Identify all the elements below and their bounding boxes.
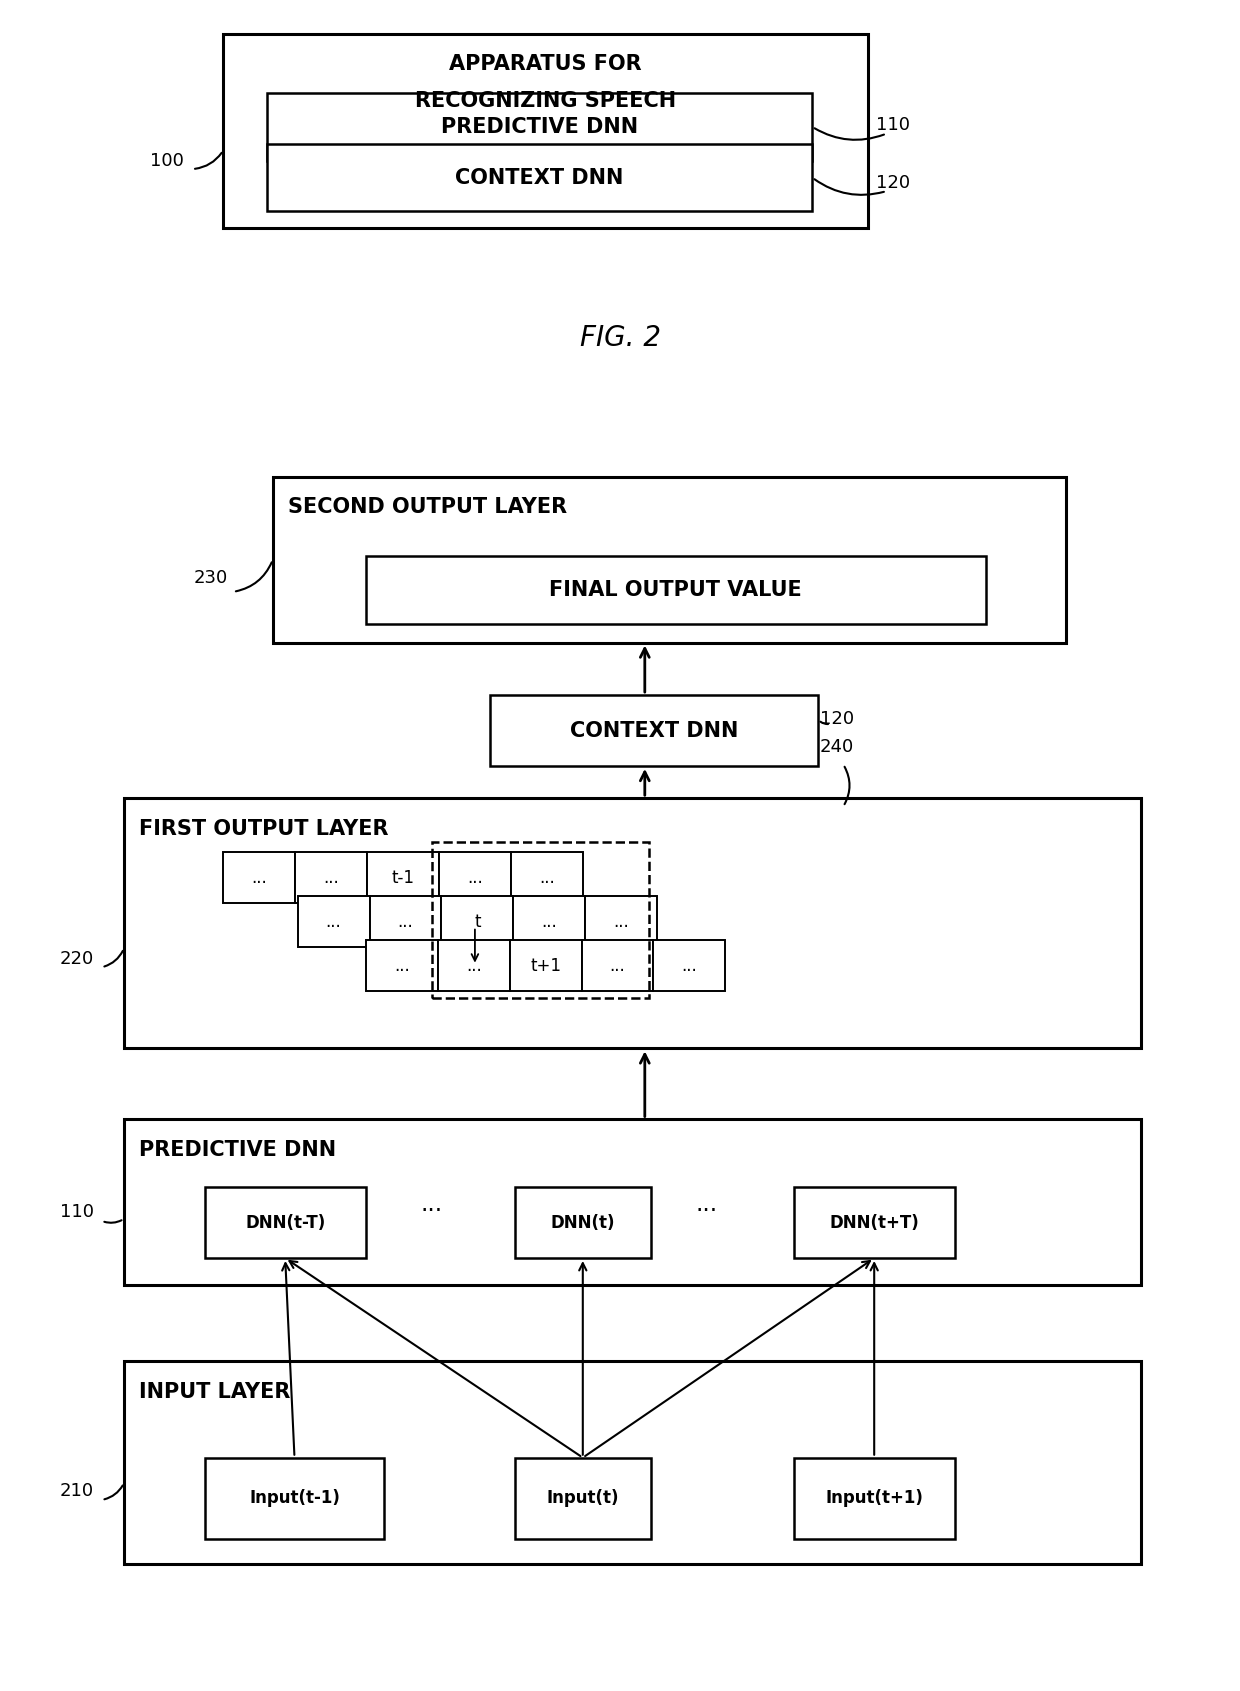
Text: ...: ...	[467, 869, 482, 886]
Bar	[205, 1187, 366, 1258]
Text: PREDICTIVE DNN: PREDICTIVE DNN	[441, 117, 637, 137]
Bar	[298, 896, 370, 947]
Bar	[510, 940, 582, 991]
Bar	[515, 1458, 651, 1539]
Bar	[513, 896, 585, 947]
Text: ...: ...	[394, 957, 409, 974]
Text: Input(t+1): Input(t+1)	[826, 1490, 923, 1507]
Text: ...: ...	[324, 869, 339, 886]
Bar	[653, 940, 725, 991]
Bar	[205, 1458, 384, 1539]
Bar	[366, 940, 438, 991]
Bar	[441, 896, 513, 947]
Bar	[370, 896, 441, 947]
Text: ...: ...	[682, 957, 697, 974]
Text: DNN(t): DNN(t)	[551, 1214, 615, 1231]
Bar	[267, 93, 812, 161]
Text: 120: 120	[875, 174, 910, 191]
Text: 110: 110	[60, 1204, 94, 1221]
Text: PREDICTIVE DNN: PREDICTIVE DNN	[139, 1140, 336, 1160]
Bar	[515, 1187, 651, 1258]
Text: t+1: t+1	[531, 957, 560, 974]
Text: 100: 100	[150, 152, 185, 169]
Text: RECOGNIZING SPEECH: RECOGNIZING SPEECH	[415, 91, 676, 112]
Text: 120: 120	[820, 710, 854, 727]
Text: ···: ···	[696, 1199, 718, 1223]
Text: DNN(t+T): DNN(t+T)	[830, 1214, 919, 1231]
Text: APPARATUS FOR: APPARATUS FOR	[449, 54, 642, 74]
Text: ...: ...	[542, 913, 557, 930]
Bar	[432, 842, 649, 998]
Bar	[367, 852, 439, 903]
Bar	[273, 477, 1066, 643]
Text: ...: ...	[398, 913, 413, 930]
Text: t-1: t-1	[392, 869, 414, 886]
Text: DNN(t-T): DNN(t-T)	[246, 1214, 325, 1231]
Bar	[794, 1187, 955, 1258]
Bar	[585, 896, 657, 947]
Bar	[490, 695, 818, 766]
Text: 240: 240	[820, 739, 854, 756]
Bar	[582, 940, 653, 991]
Text: 220: 220	[60, 950, 94, 967]
Text: 230: 230	[193, 570, 228, 587]
Text: ...: ...	[614, 913, 629, 930]
Bar	[124, 1361, 1141, 1564]
Text: FIG. 2: FIG. 2	[579, 325, 661, 352]
Text: ···: ···	[420, 1199, 443, 1223]
Bar	[223, 852, 295, 903]
Text: INPUT LAYER: INPUT LAYER	[139, 1382, 290, 1402]
Bar	[439, 852, 511, 903]
Bar	[223, 34, 868, 228]
Text: SECOND OUTPUT LAYER: SECOND OUTPUT LAYER	[288, 497, 567, 517]
Bar	[438, 940, 510, 991]
Text: FINAL OUTPUT VALUE: FINAL OUTPUT VALUE	[549, 580, 802, 600]
Text: ...: ...	[466, 957, 481, 974]
Text: FIRST OUTPUT LAYER: FIRST OUTPUT LAYER	[139, 818, 388, 839]
Bar	[794, 1458, 955, 1539]
Text: 210: 210	[60, 1483, 94, 1500]
Bar	[267, 144, 812, 211]
Text: ...: ...	[610, 957, 625, 974]
Bar	[366, 556, 986, 624]
Bar	[511, 852, 583, 903]
Text: Input(t-1): Input(t-1)	[249, 1490, 340, 1507]
Text: CONTEXT DNN: CONTEXT DNN	[570, 720, 738, 741]
Text: t: t	[474, 913, 481, 930]
Text: Input(t): Input(t)	[547, 1490, 619, 1507]
Bar	[124, 1119, 1141, 1285]
Text: ...: ...	[539, 869, 554, 886]
Bar	[295, 852, 367, 903]
Text: ...: ...	[326, 913, 341, 930]
Bar	[124, 798, 1141, 1048]
Text: CONTEXT DNN: CONTEXT DNN	[455, 167, 624, 188]
Text: 110: 110	[875, 117, 910, 134]
Text: ...: ...	[252, 869, 267, 886]
